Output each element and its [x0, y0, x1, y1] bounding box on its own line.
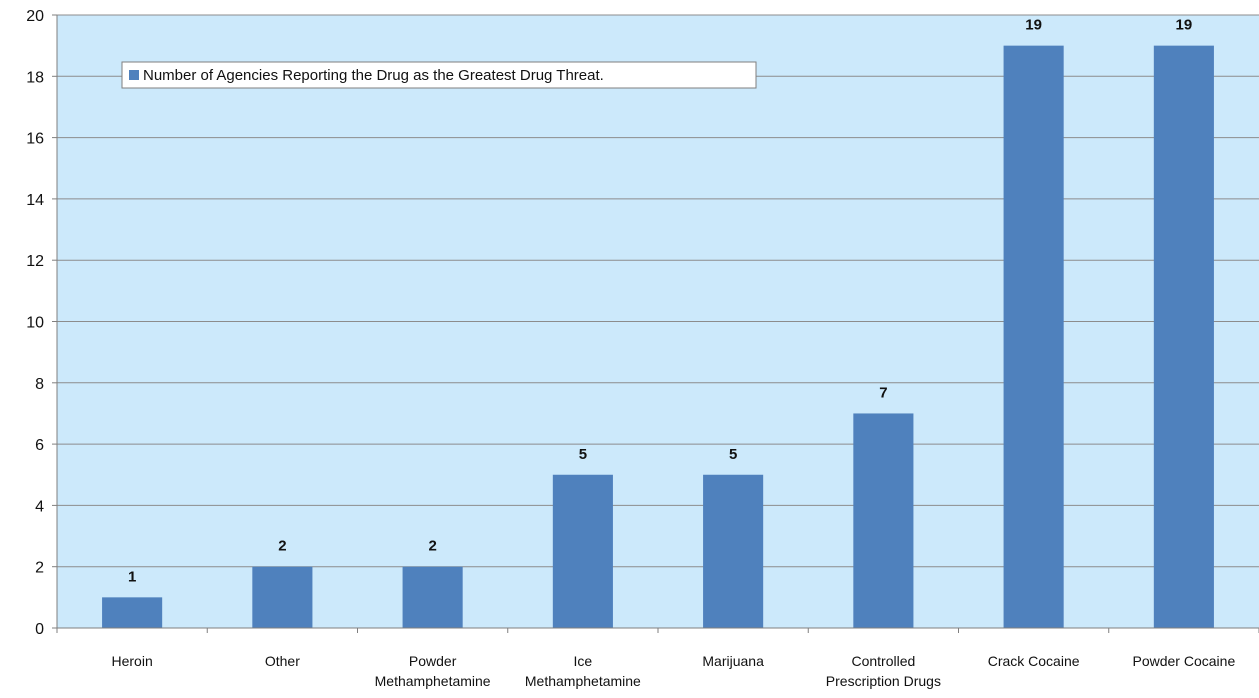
bar — [703, 474, 764, 628]
x-category-label-line: Prescription Drugs — [826, 673, 941, 689]
y-tick-label: 6 — [35, 437, 44, 454]
bar — [1153, 45, 1214, 628]
x-category-label-line: Other — [265, 653, 300, 669]
x-category-label: Crack Cocaine — [988, 653, 1080, 669]
bar — [1003, 45, 1064, 628]
y-tick-label: 14 — [26, 192, 44, 209]
data-label: 19 — [1025, 17, 1042, 34]
data-label: 2 — [428, 538, 436, 555]
x-category-label-line: Methamphetamine — [525, 673, 641, 689]
bars — [102, 45, 1214, 628]
y-tick-label: 16 — [26, 131, 44, 148]
legend: Number of Agencies Reporting the Drug as… — [121, 61, 757, 89]
x-category-label-line: Crack Cocaine — [988, 653, 1080, 669]
x-category-label: Powder Cocaine — [1133, 653, 1236, 669]
x-category-label-line: Powder — [409, 653, 457, 669]
x-category-label-line: Powder Cocaine — [1133, 653, 1236, 669]
y-tick-label: 0 — [35, 621, 44, 638]
y-tick-label: 2 — [35, 560, 44, 577]
y-tick-label: 8 — [35, 376, 44, 393]
x-category-label: Heroin — [112, 653, 153, 669]
data-label: 1 — [128, 568, 136, 585]
y-tick-label: 4 — [35, 498, 44, 515]
bar — [402, 566, 463, 628]
y-tick-label: 18 — [26, 69, 44, 86]
data-label: 19 — [1176, 17, 1193, 34]
x-category-label: Controlled Prescription Drugs — [826, 653, 941, 689]
x-category-label-line: Controlled — [851, 653, 915, 669]
data-label: 7 — [879, 384, 887, 401]
x-category-label-line: Methamphetamine — [375, 673, 491, 689]
data-label: 2 — [278, 538, 286, 555]
y-tick-label: 20 — [26, 8, 44, 25]
bar — [252, 566, 313, 628]
x-category-label: Ice Methamphetamine — [525, 653, 641, 689]
x-category-label: Marijuana — [702, 653, 764, 669]
bar — [853, 413, 914, 628]
x-category-label-line: Ice — [574, 653, 593, 669]
data-label: 5 — [729, 446, 737, 463]
bar — [552, 474, 613, 628]
x-category-label: Powder Methamphetamine — [375, 653, 491, 689]
legend-label: Number of Agencies Reporting the Drug as… — [143, 67, 604, 84]
y-tick-label: 10 — [26, 315, 44, 332]
y-tick-label: 12 — [26, 253, 44, 270]
legend-box — [121, 61, 757, 89]
data-labels: 1 2 2 5 5 7 19 19 — [128, 17, 1192, 586]
legend-swatch — [129, 70, 139, 80]
x-category-label-line: Heroin — [112, 653, 153, 669]
x-category-label: Other — [265, 653, 300, 669]
x-category-label-line: Marijuana — [702, 653, 764, 669]
data-label: 5 — [579, 446, 587, 463]
bar — [102, 597, 163, 628]
